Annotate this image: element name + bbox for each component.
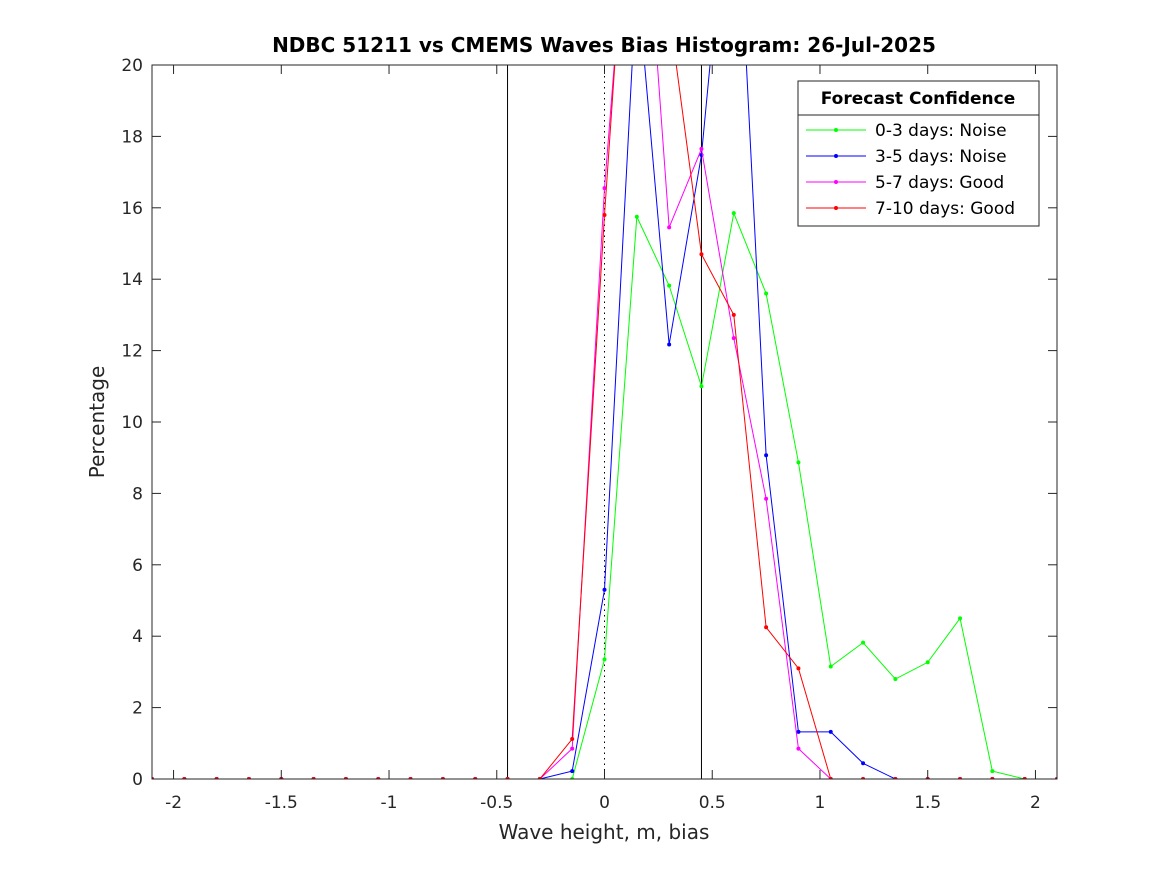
legend-swatch-marker: [834, 180, 838, 184]
y-tick-label: 18: [121, 127, 143, 147]
axis-ticks: [152, 64, 1057, 780]
x-tick-label: 0.5: [699, 793, 726, 813]
legend-label: 5-7 days: Good: [875, 173, 1004, 193]
y-tick-label: 20: [121, 56, 143, 76]
data-point: [602, 657, 607, 662]
data-point: [667, 225, 672, 230]
data-point: [602, 186, 607, 191]
data-point: [861, 761, 866, 766]
y-tick-label: 4: [132, 627, 143, 647]
x-tick-label: 2: [1030, 793, 1041, 813]
data-point: [731, 336, 736, 341]
data-point: [990, 769, 995, 774]
x-tick-label: -0.5: [480, 793, 513, 813]
y-tick-label: 16: [121, 199, 143, 219]
data-point: [893, 677, 898, 682]
x-tick-label: -1.5: [265, 793, 298, 813]
legend-entry-1: 0-3 days: Noise: [806, 121, 1007, 141]
y-tick-label: 2: [132, 699, 143, 719]
x-tick-label: 0: [599, 793, 610, 813]
data-point: [796, 729, 801, 734]
data-point: [764, 496, 769, 501]
data-point: [602, 212, 607, 217]
legend-swatch-marker: [834, 154, 838, 158]
legend: Forecast Confidence 0-3 days: Noise 3-5 d…: [797, 80, 1040, 227]
data-point: [764, 453, 769, 458]
x-tick-label: -2: [165, 793, 182, 813]
y-tick-label: 10: [121, 413, 143, 433]
data-point: [731, 211, 736, 216]
legend-title: Forecast Confidence: [821, 89, 1016, 109]
x-tick-label: 1.5: [914, 793, 941, 813]
data-point: [699, 252, 704, 257]
data-point: [667, 283, 672, 288]
data-point: [602, 587, 607, 592]
legend-entry-3: 5-7 days: Good: [806, 173, 1004, 193]
legend-label: 3-5 days: Noise: [875, 147, 1007, 167]
x-tick-label: -1: [381, 793, 398, 813]
data-point: [699, 146, 704, 151]
data-point: [667, 342, 672, 347]
y-axis-label: Percentage: [85, 366, 109, 479]
legend-swatch-marker: [834, 206, 838, 210]
y-tick-label: 6: [132, 556, 143, 576]
legend-entry-4: 7-10 days: Good: [806, 199, 1015, 219]
data-point: [764, 625, 769, 630]
data-point: [570, 769, 575, 774]
y-tick-label: 14: [121, 270, 143, 290]
legend-label: 7-10 days: Good: [875, 199, 1015, 219]
x-tick-label: 1: [815, 793, 826, 813]
data-point: [764, 291, 769, 296]
data-point: [796, 666, 801, 671]
legend-entry-2: 3-5 days: Noise: [806, 147, 1007, 167]
data-point: [796, 460, 801, 465]
legend-label: 0-3 days: Noise: [875, 121, 1007, 141]
data-point: [925, 660, 930, 665]
data-point: [828, 729, 833, 734]
legend-box: [797, 80, 1040, 227]
legend-entries: 0-3 days: Noise 3-5 days: Noise 5-7 days: …: [806, 121, 1015, 219]
y-tick-label: 0: [132, 770, 143, 790]
data-point: [634, 214, 639, 219]
x-axis-label: Wave height, m, bias: [499, 820, 710, 844]
legend-swatch-marker: [834, 128, 838, 132]
data-point: [699, 384, 704, 389]
y-tick-label: 12: [121, 342, 143, 362]
data-point: [570, 746, 575, 751]
data-point: [861, 640, 866, 645]
data-point: [570, 737, 575, 742]
data-point: [731, 312, 736, 317]
chart-title: NDBC 51211 vs CMEMS Waves Bias Histogram…: [272, 33, 936, 57]
data-point: [796, 746, 801, 751]
y-tick-label: 8: [132, 484, 143, 504]
data-point: [958, 616, 963, 621]
data-point: [828, 664, 833, 669]
